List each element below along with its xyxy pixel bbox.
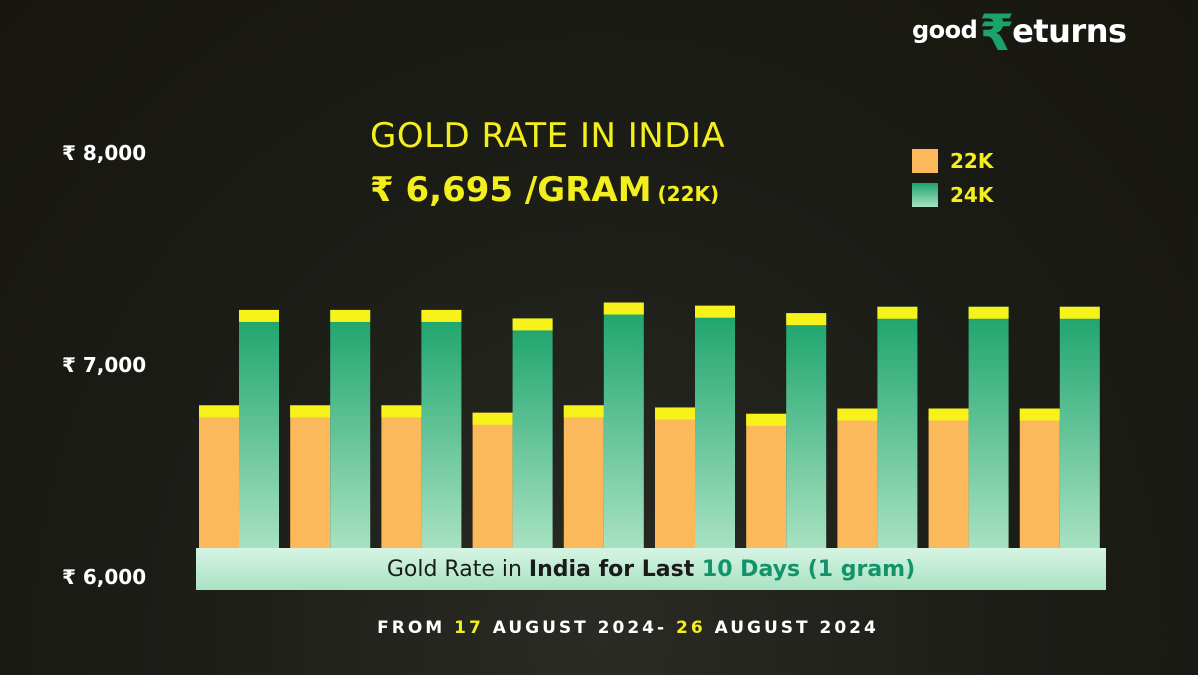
- bar-cap-22k-9: [1019, 408, 1060, 421]
- bar-cap-24k-3: [512, 318, 553, 331]
- bar-cap-24k-0: [239, 309, 279, 322]
- bar-24k-5: [695, 305, 735, 550]
- bar-22k-4: [563, 405, 604, 550]
- logo-returns-text: eturns: [1012, 12, 1127, 50]
- bar-cap-22k-8: [928, 408, 969, 421]
- banner-text-2: India for Last: [528, 556, 702, 582]
- legend-swatch-24k: [912, 183, 938, 207]
- footer-start-day: 17: [454, 618, 484, 638]
- bar-group: [199, 302, 1100, 550]
- bar-cap-24k-9: [1059, 306, 1100, 319]
- bar-24k-1: [330, 309, 371, 550]
- bar-cap-22k-0: [199, 405, 239, 418]
- footer-end: AUGUST 2024: [705, 618, 879, 638]
- subtitle-banner: Gold Rate in India for Last 10 Days (1 g…: [196, 548, 1106, 590]
- bar-cap-22k-7: [837, 408, 878, 421]
- bar-cap-24k-5: [695, 305, 735, 318]
- chart-title: GOLD RATE IN INDIA: [370, 116, 726, 156]
- bar-cap-24k-7: [877, 306, 918, 319]
- bar-22k-9: [1019, 408, 1060, 550]
- bar-22k-5: [655, 407, 695, 550]
- bar-cap-22k-2: [381, 405, 422, 418]
- logo-rupee-icon: ₹: [979, 4, 1015, 62]
- price-value: ₹ 6,695 /GRAM: [370, 170, 652, 210]
- bar-cap-24k-6: [786, 313, 827, 326]
- banner-text-1: Gold Rate in: [386, 556, 529, 582]
- price-headline: ₹ 6,695 /GRAM (22K): [370, 170, 719, 210]
- bar-22k-2: [381, 405, 422, 550]
- bar-cap-24k-1: [330, 309, 371, 322]
- bar-24k-3: [512, 318, 553, 550]
- bar-cap-24k-4: [603, 302, 644, 315]
- bar-24k-0: [239, 309, 279, 550]
- y-tick-label-8000: ₹ 8,000: [62, 141, 147, 165]
- price-unit: (22K): [657, 182, 720, 206]
- bar-24k-8: [968, 306, 1009, 550]
- bar-22k-8: [928, 408, 969, 550]
- bar-24k-2: [421, 309, 462, 550]
- legend-item-24k: 24K: [912, 182, 993, 208]
- bar-cap-22k-1: [290, 405, 331, 418]
- footer-from: FROM: [377, 618, 455, 638]
- legend-label-22k: 22K: [950, 149, 994, 173]
- legend-item-22k: 22K: [912, 148, 993, 174]
- chart-legend: 22K 24K: [912, 148, 993, 216]
- bar-cap-22k-5: [655, 407, 695, 420]
- bar-22k-3: [472, 412, 513, 550]
- goodreturns-logo: good ₹ eturns: [912, 8, 1127, 58]
- y-tick-label-7000: ₹ 7,000: [62, 353, 147, 377]
- bar-cap-22k-3: [472, 412, 513, 425]
- bar-cap-24k-2: [421, 309, 462, 322]
- bar-24k-7: [877, 306, 918, 550]
- bar-cap-22k-4: [563, 405, 604, 418]
- date-range-footer: FROM 17 AUGUST 2024- 26 AUGUST 2024: [0, 618, 1198, 638]
- bar-22k-0: [199, 405, 239, 550]
- footer-mid: AUGUST 2024-: [483, 618, 676, 638]
- bar-24k-4: [603, 302, 644, 550]
- bar-cap-24k-8: [968, 306, 1009, 319]
- legend-label-24k: 24K: [950, 183, 994, 207]
- bar-22k-6: [746, 413, 787, 550]
- bar-22k-7: [837, 408, 878, 550]
- bar-24k-6: [786, 313, 827, 550]
- bar-22k-1: [290, 405, 331, 550]
- banner-text-3: 10 Days (1 gram): [701, 556, 916, 582]
- legend-swatch-22k: [912, 149, 938, 173]
- footer-end-day: 26: [675, 618, 706, 638]
- logo-good-text: good: [912, 16, 978, 44]
- y-tick-label-6000: ₹ 6,000: [62, 565, 147, 589]
- bar-24k-9: [1059, 306, 1100, 550]
- bar-cap-22k-6: [746, 413, 787, 426]
